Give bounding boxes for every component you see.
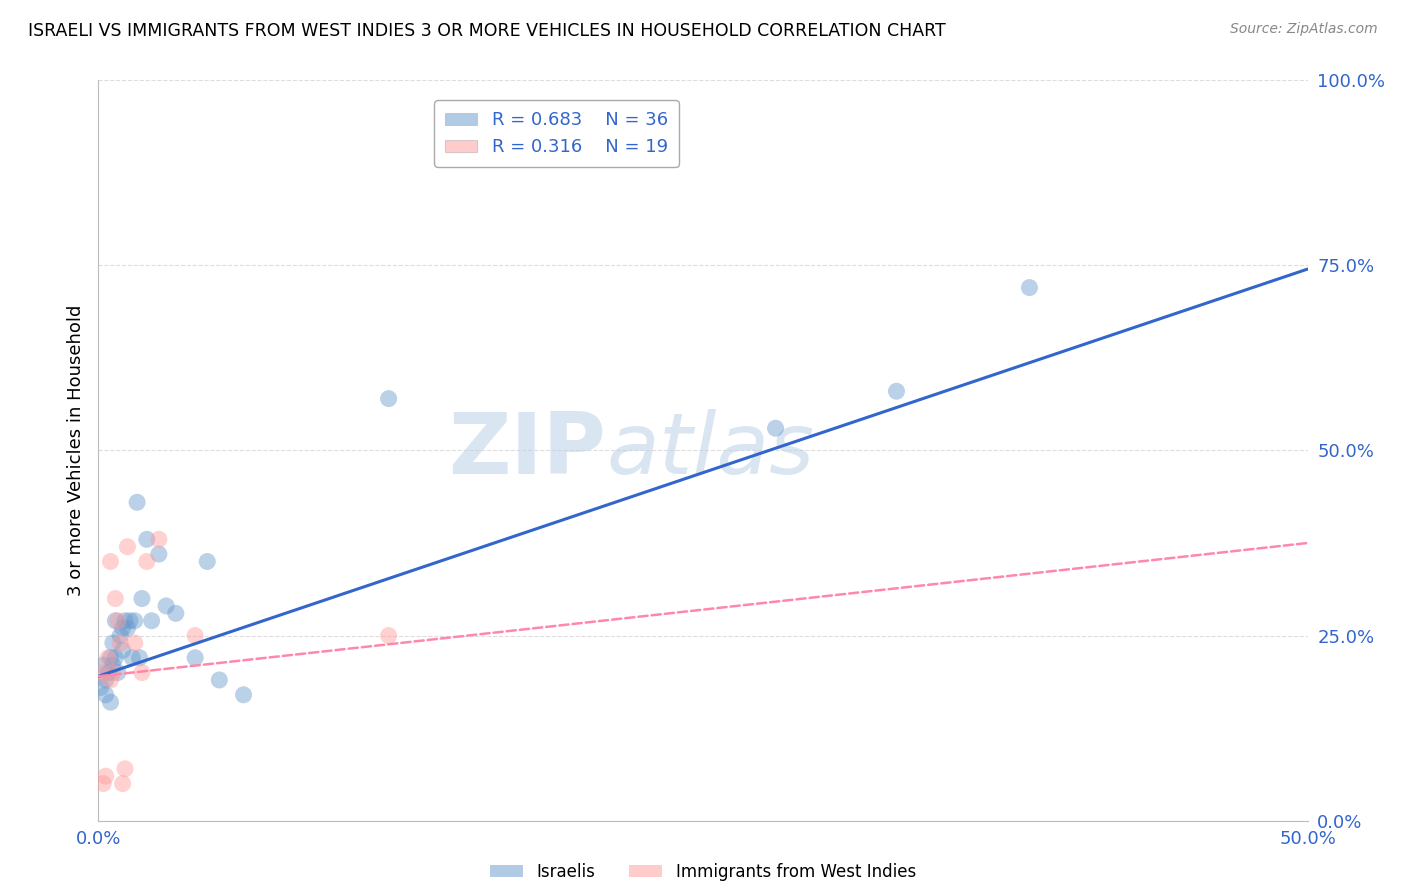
- Point: [184, 628, 207, 642]
- Point: [90, 681, 112, 695]
- Point: [104, 650, 127, 665]
- Point: [184, 650, 207, 665]
- Point: [101, 658, 124, 673]
- Point: [104, 614, 127, 628]
- Point: [195, 555, 218, 569]
- Point: [108, 636, 131, 650]
- Point: [765, 421, 787, 435]
- Point: [124, 614, 146, 628]
- Text: ISRAELI VS IMMIGRANTS FROM WEST INDIES 3 OR MORE VEHICLES IN HOUSEHOLD CORRELATI: ISRAELI VS IMMIGRANTS FROM WEST INDIES 3…: [28, 22, 946, 40]
- Point: [94, 769, 117, 783]
- Point: [232, 688, 254, 702]
- Point: [97, 665, 120, 680]
- Point: [108, 628, 131, 642]
- Text: ZIP: ZIP: [449, 409, 606, 492]
- Text: Source: ZipAtlas.com: Source: ZipAtlas.com: [1230, 22, 1378, 37]
- Point: [155, 599, 177, 613]
- Point: [94, 673, 117, 687]
- Y-axis label: 3 or more Vehicles in Household: 3 or more Vehicles in Household: [66, 305, 84, 596]
- Legend: Israelis, Immigrants from West Indies: Israelis, Immigrants from West Indies: [484, 856, 922, 888]
- Point: [124, 636, 146, 650]
- Point: [101, 636, 124, 650]
- Point: [148, 547, 170, 561]
- Point: [127, 495, 149, 509]
- Point: [118, 614, 141, 628]
- Point: [111, 776, 134, 791]
- Point: [100, 673, 122, 687]
- Point: [377, 392, 399, 406]
- Point: [131, 665, 153, 680]
- Point: [91, 658, 114, 673]
- Point: [117, 621, 139, 635]
- Point: [91, 776, 114, 791]
- Point: [114, 762, 136, 776]
- Point: [100, 650, 122, 665]
- Point: [100, 695, 122, 709]
- Point: [141, 614, 163, 628]
- Text: atlas: atlas: [606, 409, 814, 492]
- Point: [107, 665, 129, 680]
- Point: [100, 555, 122, 569]
- Point: [121, 650, 143, 665]
- Point: [90, 665, 112, 680]
- Point: [131, 591, 153, 606]
- Point: [148, 533, 170, 547]
- Point: [117, 540, 139, 554]
- Point: [97, 650, 120, 665]
- Point: [135, 533, 157, 547]
- Point: [104, 591, 127, 606]
- Point: [886, 384, 908, 399]
- Point: [377, 628, 399, 642]
- Legend: R = 0.683    N = 36, R = 0.316    N = 19: R = 0.683 N = 36, R = 0.316 N = 19: [434, 101, 679, 167]
- Point: [107, 614, 129, 628]
- Point: [101, 665, 124, 680]
- Point: [111, 643, 134, 657]
- Point: [208, 673, 231, 687]
- Point: [111, 621, 134, 635]
- Point: [114, 614, 136, 628]
- Point: [165, 607, 187, 621]
- Point: [128, 650, 150, 665]
- Point: [135, 555, 157, 569]
- Point: [94, 688, 117, 702]
- Point: [1018, 280, 1040, 294]
